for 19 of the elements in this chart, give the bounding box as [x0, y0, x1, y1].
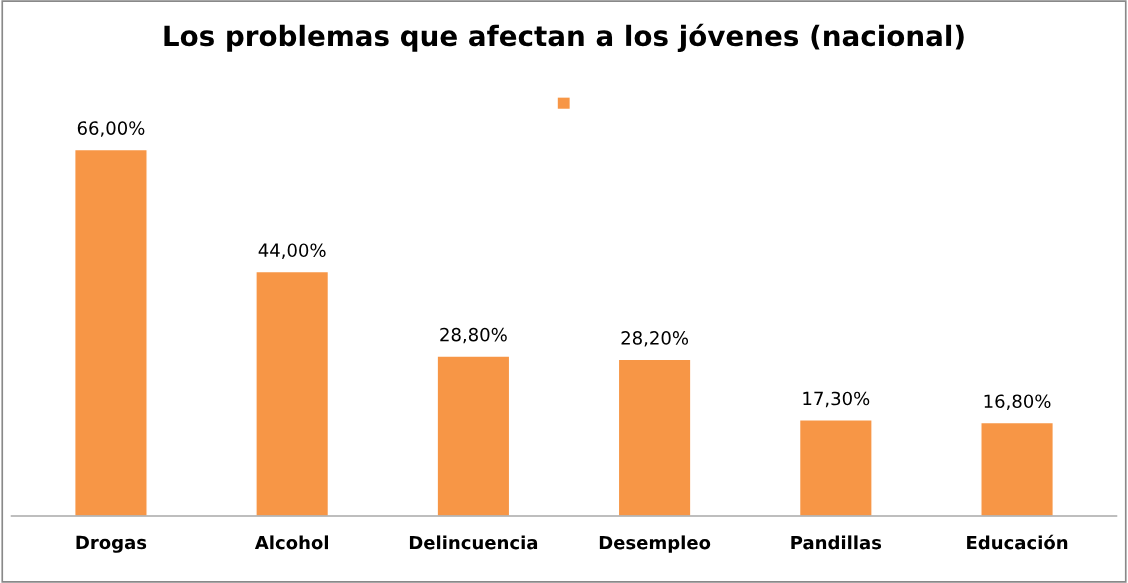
- x-tick-label: Delincuencia: [409, 535, 538, 550]
- x-tick-label: Desempleo: [599, 535, 711, 553]
- bar: [980, 421, 1054, 516]
- x-tick-label: Alcohol: [254, 535, 329, 550]
- data-label: 66,00%: [77, 121, 145, 137]
- bar: [436, 355, 511, 516]
- data-label: 28,20%: [621, 331, 689, 347]
- data-label: 44,00%: [258, 243, 326, 259]
- bar: [617, 358, 692, 516]
- bar: [798, 419, 873, 516]
- x-tick-label: Pandillas: [791, 535, 882, 550]
- chart-title: Los problemas que afectan a los jóvenes (nacional): [164, 23, 964, 52]
- data-label: 17,30%: [803, 391, 870, 408]
- x-tick-label: Drogas: [76, 535, 147, 553]
- data-label: 16,80%: [984, 394, 1051, 410]
- bar: [255, 270, 330, 516]
- bar: [74, 148, 148, 516]
- data-label: 28,80%: [440, 327, 507, 344]
- x-tick-label: Educación: [967, 534, 1068, 550]
